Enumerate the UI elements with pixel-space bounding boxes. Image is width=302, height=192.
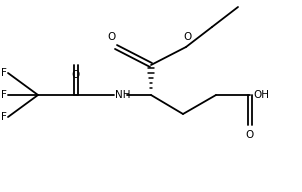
- Text: OH: OH: [253, 90, 269, 100]
- Text: O: O: [246, 130, 254, 140]
- Text: F: F: [1, 90, 7, 100]
- Text: O: O: [184, 32, 192, 42]
- Text: F: F: [1, 68, 7, 78]
- Text: O: O: [72, 70, 80, 80]
- Text: O: O: [108, 32, 116, 42]
- Text: NH: NH: [115, 90, 130, 100]
- Text: F: F: [1, 112, 7, 122]
